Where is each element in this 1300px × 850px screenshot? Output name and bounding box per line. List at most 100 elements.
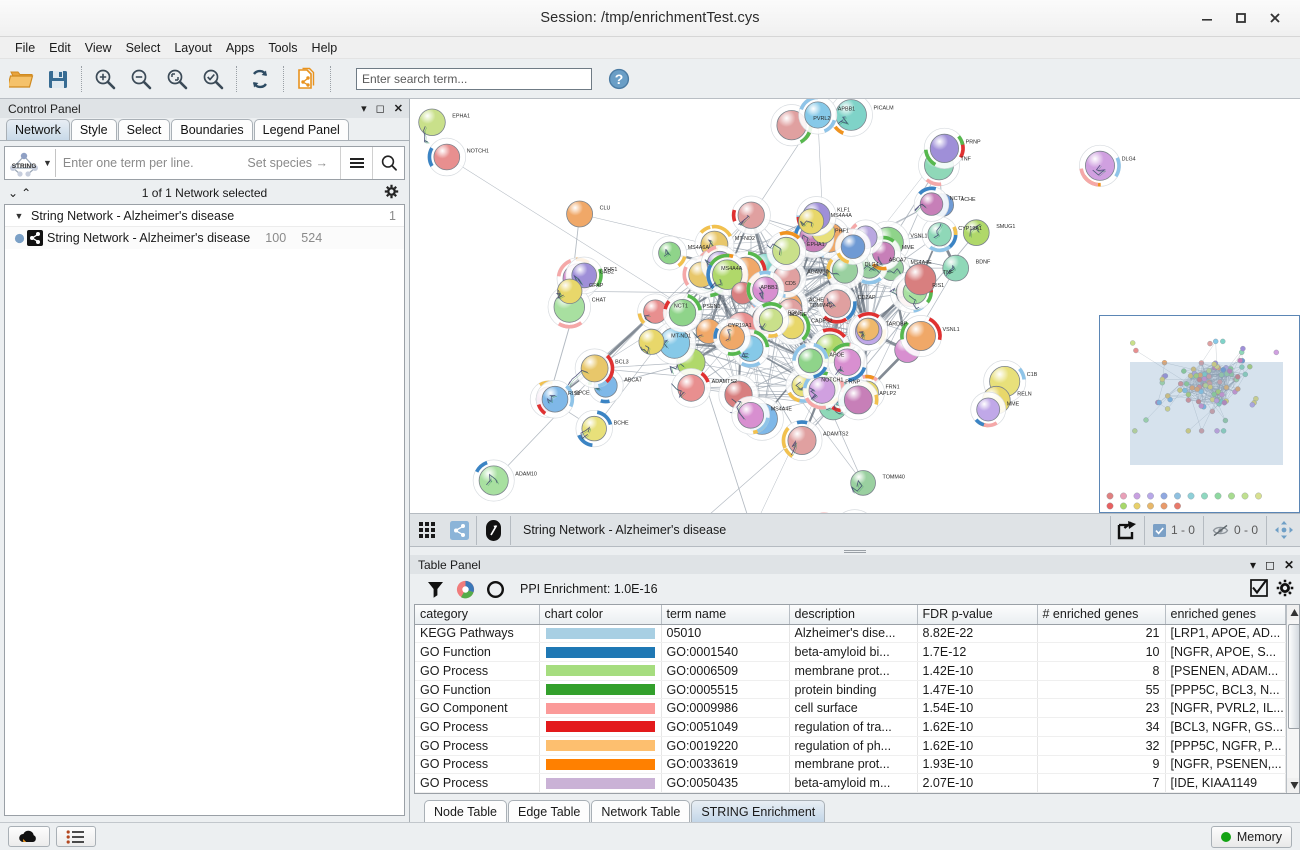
- scroll-up-arrow-icon[interactable]: [1287, 605, 1300, 620]
- table-row[interactable]: GO Process GO:0051049 regulation of tra...…: [415, 717, 1286, 737]
- close-icon[interactable]: ✕: [1283, 557, 1294, 572]
- tab-string-enrichment[interactable]: STRING Enrichment: [691, 800, 826, 822]
- overview-viewport[interactable]: [1130, 362, 1283, 465]
- tab-edge-table[interactable]: Edge Table: [508, 800, 591, 822]
- table-row[interactable]: GO Function GO:0001540 beta-amyloid bi... 1…: [415, 642, 1286, 662]
- chevron-down-icon[interactable]: ▼: [43, 158, 52, 168]
- table-vertical-scrollbar[interactable]: [1285, 605, 1300, 793]
- close-icon[interactable]: ✕: [393, 102, 403, 115]
- selected-nodes-indicator[interactable]: 1 - 0: [1145, 523, 1203, 537]
- hamburger-icon[interactable]: [340, 147, 372, 179]
- menu-edit[interactable]: Edit: [49, 40, 71, 55]
- task-list-icon[interactable]: [56, 826, 96, 847]
- set-species-link[interactable]: Set species →: [247, 156, 328, 170]
- scrollbar-track[interactable]: [1286, 620, 1299, 778]
- cell-category: GO Function: [415, 680, 540, 700]
- memory-button[interactable]: Memory: [1210, 825, 1292, 848]
- column-header-description[interactable]: description: [789, 605, 918, 625]
- fit-content-icon[interactable]: [1267, 515, 1300, 546]
- network-canvas[interactable]: MT-ND2 VSNL1 MS4A4A MS4A4E RIS1 ABCA7 ACHE TNF A…: [410, 99, 1300, 514]
- table-row[interactable]: GO Process GO:0033619 membrane prot... 1.93…: [415, 755, 1286, 775]
- scrollbar-thumb[interactable]: [1287, 624, 1299, 729]
- maximize-icon[interactable]: [1224, 3, 1258, 33]
- network-graph[interactable]: MT-ND2 VSNL1 MS4A4A MS4A4E RIS1 ABCA7 ACHE TNF A…: [410, 99, 1300, 514]
- tree-child-row[interactable]: String Network - Alzheimer's disease 100…: [5, 227, 404, 249]
- refresh-icon[interactable]: [242, 62, 278, 96]
- gear-icon[interactable]: [384, 184, 399, 202]
- color-swatch: [545, 665, 655, 677]
- table-row[interactable]: GO Process GO:0050435 beta-amyloid m... 2.0…: [415, 773, 1286, 793]
- pie-chart-icon[interactable]: [450, 576, 480, 602]
- tab-network[interactable]: Network: [6, 119, 70, 140]
- table-row[interactable]: GO Process GO:0006509 membrane prot... 1.42…: [415, 661, 1286, 681]
- collapse-all-icon[interactable]: ⌄: [8, 186, 19, 200]
- share-network-icon[interactable]: [289, 62, 325, 96]
- scroll-down-arrow-icon[interactable]: [1287, 778, 1300, 793]
- grid-layout-icon[interactable]: [410, 515, 443, 546]
- toolbar-separator: [81, 65, 82, 92]
- chevron-down-icon[interactable]: ▾: [361, 102, 367, 115]
- table-row[interactable]: GO Process GO:0019220 regulation of ph... 1…: [415, 736, 1286, 756]
- column-header-category[interactable]: category: [415, 605, 540, 625]
- zoom-in-icon[interactable]: [87, 62, 123, 96]
- string-term-input[interactable]: Enter one term per line.: [59, 156, 247, 170]
- menu-view[interactable]: View: [84, 40, 112, 55]
- menu-tools[interactable]: Tools: [268, 40, 298, 55]
- enrichment-table: category chart color term name descripti…: [415, 605, 1286, 793]
- svg-text:VSNL1: VSNL1: [943, 327, 960, 333]
- column-header-enriched-genes[interactable]: enriched genes: [1165, 605, 1286, 625]
- maximize-icon[interactable]: ◻: [1264, 557, 1275, 572]
- panel-splitter[interactable]: [410, 547, 1300, 555]
- close-icon[interactable]: [1258, 3, 1292, 33]
- help-icon[interactable]: ?: [606, 66, 632, 92]
- share-network-icon[interactable]: [443, 515, 476, 546]
- menu-layout[interactable]: Layout: [174, 40, 212, 55]
- menu-help[interactable]: Help: [311, 40, 338, 55]
- column-header-enriched-count[interactable]: # enriched genes: [1037, 605, 1166, 625]
- export-icon[interactable]: [1111, 515, 1144, 546]
- column-header-fdr-pvalue[interactable]: FDR p-value: [917, 605, 1038, 625]
- chevron-down-icon[interactable]: ▼: [14, 210, 24, 221]
- menu-file[interactable]: File: [15, 40, 36, 55]
- zoom-out-icon[interactable]: [123, 62, 159, 96]
- cloud-icon[interactable]: [8, 826, 50, 847]
- tab-select[interactable]: Select: [117, 119, 171, 140]
- svg-text:PICALM: PICALM: [874, 106, 895, 112]
- search-input[interactable]: Enter search term...: [356, 67, 592, 90]
- tab-boundaries[interactable]: Boundaries: [171, 119, 253, 140]
- annotation-icon[interactable]: [477, 515, 510, 546]
- tab-style[interactable]: Style: [70, 119, 117, 140]
- hidden-nodes-indicator[interactable]: 0 - 0: [1204, 523, 1266, 537]
- minimize-icon[interactable]: [1190, 3, 1224, 33]
- toolbar-separator: [236, 65, 237, 92]
- chevron-down-icon[interactable]: ▾: [1249, 557, 1256, 572]
- gear-icon[interactable]: [1276, 579, 1294, 600]
- table-row[interactable]: GO Function GO:0005515 protein binding 1.47…: [415, 680, 1286, 700]
- column-header-term-name[interactable]: term name: [661, 605, 790, 625]
- svg-text:STRING: STRING: [12, 163, 37, 170]
- tab-network-table[interactable]: Network Table: [591, 800, 691, 822]
- cell-term-name: GO:0001540: [661, 642, 790, 662]
- filter-funnel-icon[interactable]: [420, 576, 450, 602]
- expand-all-icon[interactable]: ⌃: [21, 186, 32, 200]
- tab-node-table[interactable]: Node Table: [424, 800, 508, 822]
- birds-eye-overview[interactable]: [1099, 315, 1300, 513]
- tab-legend-panel[interactable]: Legend Panel: [253, 119, 349, 140]
- checkbox-checked-icon[interactable]: [1250, 578, 1268, 600]
- zoom-selected-icon[interactable]: [195, 62, 231, 96]
- search-placeholder: Enter search term...: [362, 71, 468, 86]
- menu-apps[interactable]: Apps: [225, 40, 255, 55]
- string-logo-icon[interactable]: STRING: [5, 147, 43, 179]
- search-icon[interactable]: [372, 147, 404, 179]
- cell-genes: [PPP5C, NGFR, P...: [1165, 736, 1286, 756]
- maximize-icon[interactable]: ◻: [375, 102, 385, 115]
- tree-root-row[interactable]: ▼ String Network - Alzheimer's disease 1: [5, 205, 404, 227]
- donut-ring-icon[interactable]: [480, 576, 510, 602]
- zoom-fit-icon[interactable]: [159, 62, 195, 96]
- column-header-chart-color[interactable]: chart color: [539, 605, 662, 625]
- menu-select[interactable]: Select: [125, 40, 161, 55]
- save-session-icon[interactable]: [40, 62, 76, 96]
- table-row[interactable]: GO Component GO:0009986 cell surface 1.54E-…: [415, 698, 1286, 719]
- table-row[interactable]: KEGG Pathways 05010 Alzheimer's dise... 8.8…: [415, 624, 1286, 644]
- open-session-icon[interactable]: [4, 62, 40, 96]
